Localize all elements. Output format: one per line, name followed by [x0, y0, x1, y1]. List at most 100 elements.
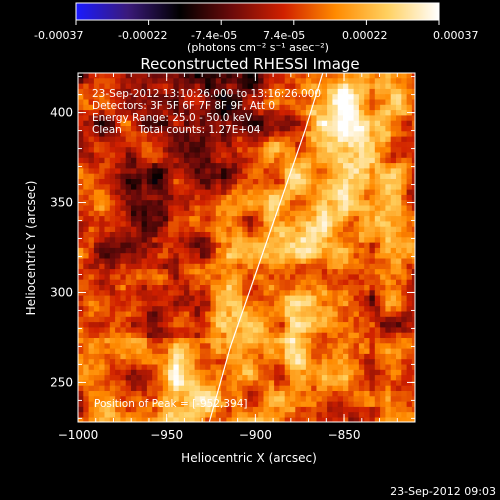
heatmap-cell	[290, 131, 296, 137]
heatmap-cell	[231, 168, 238, 175]
heatmap-cell	[210, 200, 217, 206]
heatmap-cell	[268, 147, 275, 153]
heatmap-cell	[305, 359, 312, 365]
heatmap-cell	[263, 88, 270, 95]
heatmap-cell	[358, 99, 365, 106]
heatmap-cell	[231, 338, 238, 344]
heatmap-cell	[184, 364, 190, 371]
heatmap-cell	[411, 83, 415, 90]
heatmap-cell	[380, 359, 386, 365]
heatmap-cell	[380, 322, 386, 328]
heatmap-cell	[353, 322, 360, 328]
heatmap-cell	[348, 412, 354, 418]
heatmap-cell	[99, 73, 105, 79]
heatmap-cell	[247, 364, 254, 371]
heatmap-cell	[205, 189, 211, 196]
heatmap-cell	[332, 401, 339, 408]
heatmap-cell	[337, 253, 344, 259]
heatmap-cell	[221, 189, 227, 196]
heatmap-cell	[284, 104, 291, 111]
heatmap-cell	[258, 391, 264, 397]
heatmap-cell	[380, 316, 386, 323]
heatmap-cell	[93, 417, 100, 422]
heatmap-cell	[396, 78, 402, 84]
heatmap	[78, 73, 415, 422]
heatmap-cell	[168, 406, 174, 413]
heatmap-cell	[411, 120, 415, 127]
heatmap-cell	[115, 263, 121, 270]
heatmap-cell	[406, 327, 413, 334]
heatmap-cell	[364, 126, 370, 132]
heatmap-cell	[396, 173, 402, 180]
heatmap-cell	[321, 173, 328, 180]
heatmap-cell	[321, 364, 328, 371]
heatmap-cell	[141, 120, 148, 127]
heatmap-cell	[390, 115, 397, 122]
heatmap-cell	[385, 258, 392, 265]
heatmap-cell	[369, 285, 376, 291]
heatmap-cell	[374, 131, 381, 137]
heatmap-cell	[358, 263, 365, 270]
heatmap-cell	[146, 269, 153, 275]
heatmap-cell	[93, 306, 100, 312]
heatmap-cell	[348, 179, 354, 185]
heatmap-cell	[199, 179, 206, 185]
heatmap-cell	[146, 396, 153, 402]
heatmap-cell	[205, 322, 211, 328]
heatmap-cell	[136, 226, 142, 233]
heatmap-cell	[173, 131, 180, 137]
heatmap-cell	[380, 184, 386, 190]
heatmap-cell	[369, 168, 376, 175]
heatmap-cell	[380, 200, 386, 206]
heatmap-cell	[178, 306, 185, 312]
heatmap-cell	[380, 110, 386, 116]
heatmap-cell	[374, 385, 381, 392]
heatmap-cell	[136, 300, 142, 307]
heatmap-cell	[401, 311, 407, 318]
heatmap-cell	[99, 232, 105, 238]
heatmap-cell	[263, 200, 270, 206]
heatmap-cell	[380, 226, 386, 233]
heatmap-cell	[205, 369, 211, 376]
heatmap-cell	[343, 94, 349, 100]
heatmap-cell	[385, 216, 392, 222]
heatmap-cell	[284, 88, 291, 95]
heatmap-cell	[115, 247, 121, 254]
heatmap-cell	[178, 258, 185, 265]
heatmap-cell	[311, 152, 317, 159]
heatmap-cell	[252, 332, 259, 339]
heatmap-cell	[380, 247, 386, 254]
heatmap-cell	[348, 168, 354, 175]
heatmap-cell	[364, 300, 370, 307]
heatmap-cell	[316, 316, 323, 323]
heatmap-cell	[364, 279, 370, 286]
heatmap-cell	[390, 359, 397, 365]
heatmap-cell	[226, 306, 233, 312]
heatmap-cell	[237, 163, 243, 169]
heatmap-cell	[369, 78, 376, 84]
heatmap-cell	[332, 338, 339, 344]
heatmap-cell	[332, 131, 339, 137]
heatmap-cell	[247, 237, 254, 243]
heatmap-cell	[268, 226, 275, 233]
heatmap-cell	[210, 99, 217, 106]
heatmap-cell	[380, 242, 386, 249]
heatmap-cell	[321, 194, 328, 201]
heatmap-cell	[401, 306, 407, 312]
heatmap-cell	[221, 274, 227, 281]
heatmap-cell	[284, 332, 291, 339]
heatmap-cell	[184, 141, 190, 148]
heatmap-cell	[152, 173, 158, 180]
heatmap-cell	[406, 385, 413, 392]
heatmap-cell	[385, 210, 392, 217]
heatmap-cell	[390, 263, 397, 270]
heatmap-cell	[295, 322, 301, 328]
heatmap-cell	[120, 295, 127, 302]
heatmap-cell	[305, 179, 312, 185]
heatmap-cell	[268, 274, 275, 281]
heatmap-cell	[125, 327, 132, 334]
heatmap-cell	[205, 300, 211, 307]
heatmap-cell	[337, 269, 344, 275]
heatmap-cell	[369, 120, 376, 127]
heatmap-cell	[221, 285, 227, 291]
